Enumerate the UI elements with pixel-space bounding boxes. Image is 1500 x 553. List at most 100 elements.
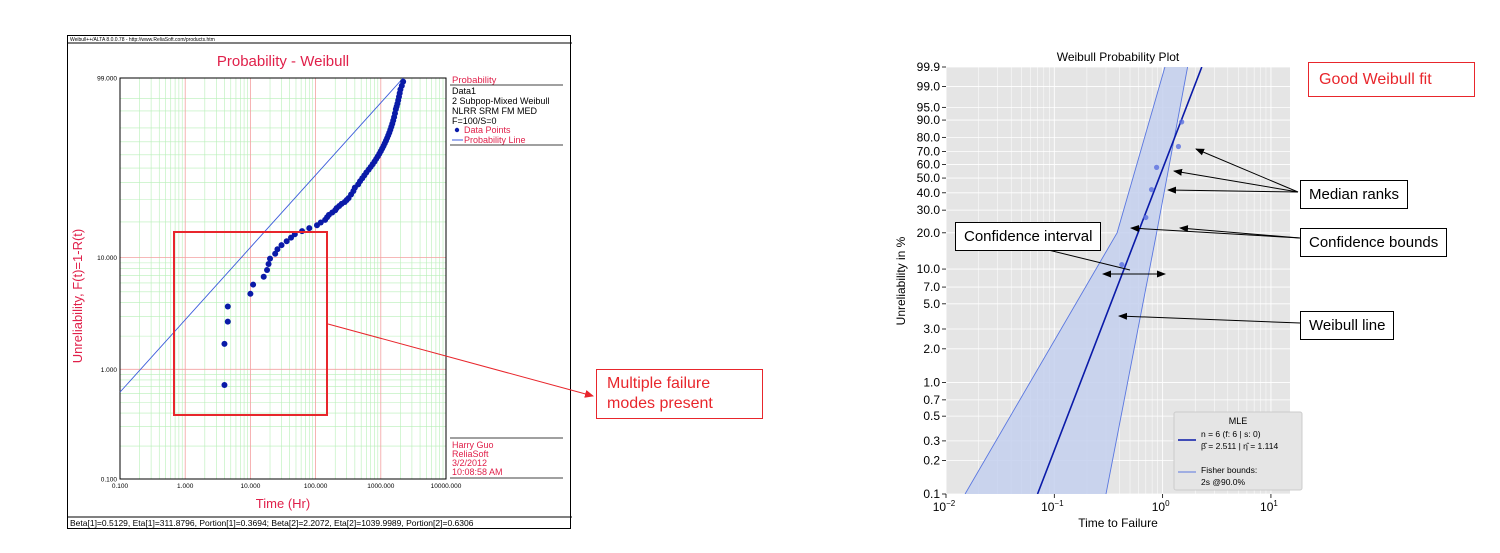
left-x-tick-label: 0.100 xyxy=(112,483,129,490)
left-author-block: Harry Guo ReliaSoft 3/2/2012 10:08:58 AM xyxy=(450,437,563,479)
right-legend-title: MLE xyxy=(1229,416,1248,426)
left-x-tick-label: 100.000 xyxy=(304,483,328,490)
weibull-line-label: Weibull line xyxy=(1300,311,1395,340)
left-legend-line: 2 Subpop-Mixed Weibull xyxy=(452,96,549,106)
left-plot-area: 0.100 1.000 10.000 100.000 1000.000 10000.000… xyxy=(97,76,462,491)
left-author-line: Harry Guo xyxy=(452,440,494,450)
right-median-rank-point xyxy=(1119,262,1125,268)
right-x-tick-label: 100 xyxy=(1152,499,1170,514)
left-legend-prob-line: Probability Line xyxy=(464,135,526,145)
right-x-tick-exponent: 0 xyxy=(1165,499,1170,508)
left-legend-line: F=100/S=0 xyxy=(452,116,497,126)
left-data-point xyxy=(291,231,298,238)
right-x-tick-exponent: 1 xyxy=(1273,499,1278,508)
left-x-tick-label: 10000.000 xyxy=(431,483,462,490)
right-y-tick-label: 20.0 xyxy=(917,226,941,240)
right-y-tick-label: 7.0 xyxy=(923,280,940,294)
right-y-tick-label: 95.0 xyxy=(917,100,941,114)
left-y-tick-label: 0.100 xyxy=(101,477,118,484)
right-confidence-band xyxy=(965,67,1188,494)
left-plot-bg xyxy=(120,78,446,479)
left-legend: Probability Data1 2 Subpop-Mixed Weibull… xyxy=(450,75,563,146)
left-data-point xyxy=(221,381,228,388)
right-legend-bounds-2: 2s @90.0% xyxy=(1201,477,1246,487)
right-x-tick-label: 101 xyxy=(1260,499,1278,514)
left-chart-title: Probability - Weibull xyxy=(217,53,349,70)
right-y-tick-label: 1.0 xyxy=(923,376,940,390)
right-upper-bound xyxy=(964,67,1166,494)
left-legend-header: Probability xyxy=(452,75,497,86)
right-legend-fit-2: β̂ = 2.511 | η̂ = 1.114 xyxy=(1201,441,1278,451)
left-weibull-chart: Weibull++/ALTA 8.0.0.78 - http://www.Rel… xyxy=(67,35,572,529)
right-x-tick-label: 10−2 xyxy=(933,499,956,514)
left-legend-line: NLRR SRM FM MED xyxy=(452,106,537,116)
left-legend-line: Data1 xyxy=(452,86,476,96)
right-x-axis-label: Time to Failure xyxy=(1078,516,1158,530)
confidence-bounds-label: Confidence bounds xyxy=(1300,228,1448,257)
right-y-tick-label: 60.0 xyxy=(917,158,941,172)
right-plot-area: 0.1 0.2 0.3 0.5 0.7 1.0 2.0 3.0 5.0 7.0 10.0 20.0 30… xyxy=(917,60,1290,514)
left-x-tick-label: 1000.000 xyxy=(367,483,394,490)
multiple-failure-modes-callout: Multiple failure modes present xyxy=(596,369,763,419)
right-legend-bounds-1: Fisher bounds: xyxy=(1201,465,1257,475)
right-legend: MLE n = 6 (f: 6 | s: 0) β̂ = 2.511 | η̂ … xyxy=(1173,411,1303,491)
left-data-point xyxy=(221,340,228,347)
right-median-rank-point xyxy=(1143,214,1149,221)
right-y-tick-label: 40.0 xyxy=(917,186,941,200)
right-y-tick-label: 80.0 xyxy=(917,130,941,144)
right-y-tick-label: 99.9 xyxy=(917,60,941,74)
left-author-line: 10:08:58 AM xyxy=(452,467,503,477)
right-y-tick-label: 99.0 xyxy=(917,80,941,94)
left-y-axis-label: Unreliability, F(t)=1-R(t) xyxy=(70,229,85,363)
right-y-tick-label: 10.0 xyxy=(917,262,941,276)
right-y-tick-label: 50.0 xyxy=(917,171,941,185)
right-legend-fit-1: n = 6 (f: 6 | s: 0) xyxy=(1201,429,1261,439)
left-plot-border xyxy=(119,77,447,480)
good-weibull-fit-callout: Good Weibull fit xyxy=(1308,62,1475,97)
right-median-rank-point xyxy=(1148,186,1155,193)
right-y-tick-label: 0.7 xyxy=(923,393,940,407)
left-data-point xyxy=(306,225,313,232)
right-median-rank-point xyxy=(1175,143,1182,150)
right-y-axis-label: Unreliability in % xyxy=(894,236,908,325)
callout-line: modes present xyxy=(607,395,713,412)
confidence-interval-label: Confidence interval xyxy=(955,222,1102,251)
right-weibull-line xyxy=(1036,67,1203,494)
right-x-tick-exponent: −2 xyxy=(946,499,956,508)
right-median-rank-point xyxy=(1154,164,1160,170)
right-y-tick-label: 0.1 xyxy=(923,487,940,501)
left-data-point xyxy=(247,290,254,297)
right-x-tick-label: 10−1 xyxy=(1041,499,1064,514)
right-y-tick-label: 3.0 xyxy=(923,322,940,336)
left-data-point xyxy=(400,78,407,85)
left-y-tick-label: 99.000 xyxy=(97,76,117,83)
right-median-rank-point xyxy=(1179,119,1185,125)
left-x-tick-label: 10.000 xyxy=(240,483,260,490)
right-y-tick-label: 0.2 xyxy=(923,453,940,467)
left-data-point xyxy=(278,242,285,249)
right-y-tick-label: 70.0 xyxy=(917,144,941,158)
right-chart-title: Weibull Probability Plot xyxy=(1057,50,1180,64)
left-x-tick-label: 1.000 xyxy=(177,483,194,490)
left-y-tick-label: 1.000 xyxy=(101,367,118,374)
left-author-line: ReliaSoft xyxy=(452,449,489,459)
left-legend-points: Data Points xyxy=(464,125,511,135)
legend-point-marker xyxy=(454,127,460,133)
left-data-point xyxy=(224,303,231,310)
left-data-point xyxy=(299,228,306,235)
right-x-tick-exponent: −1 xyxy=(1054,499,1064,508)
left-footer-params: Beta[1]=0.5129, Eta[1]=311.8796, Portion… xyxy=(70,518,474,528)
right-y-tick-label: 0.5 xyxy=(923,409,940,423)
right-y-tick-label: 0.3 xyxy=(923,434,940,448)
right-y-tick-label: 90.0 xyxy=(917,113,941,127)
left-data-point xyxy=(260,273,267,280)
left-data-point xyxy=(265,260,272,267)
right-y-tick-label: 30.0 xyxy=(917,203,941,217)
right-y-tick-label: 5.0 xyxy=(923,297,940,311)
left-data-point xyxy=(317,219,324,226)
left-y-tick-label: 10.000 xyxy=(97,255,117,262)
left-author-line: 3/2/2012 xyxy=(452,458,487,468)
median-ranks-label: Median ranks xyxy=(1300,180,1409,209)
left-x-axis-label: Time (Hr) xyxy=(256,496,310,511)
left-data-point xyxy=(250,281,257,288)
